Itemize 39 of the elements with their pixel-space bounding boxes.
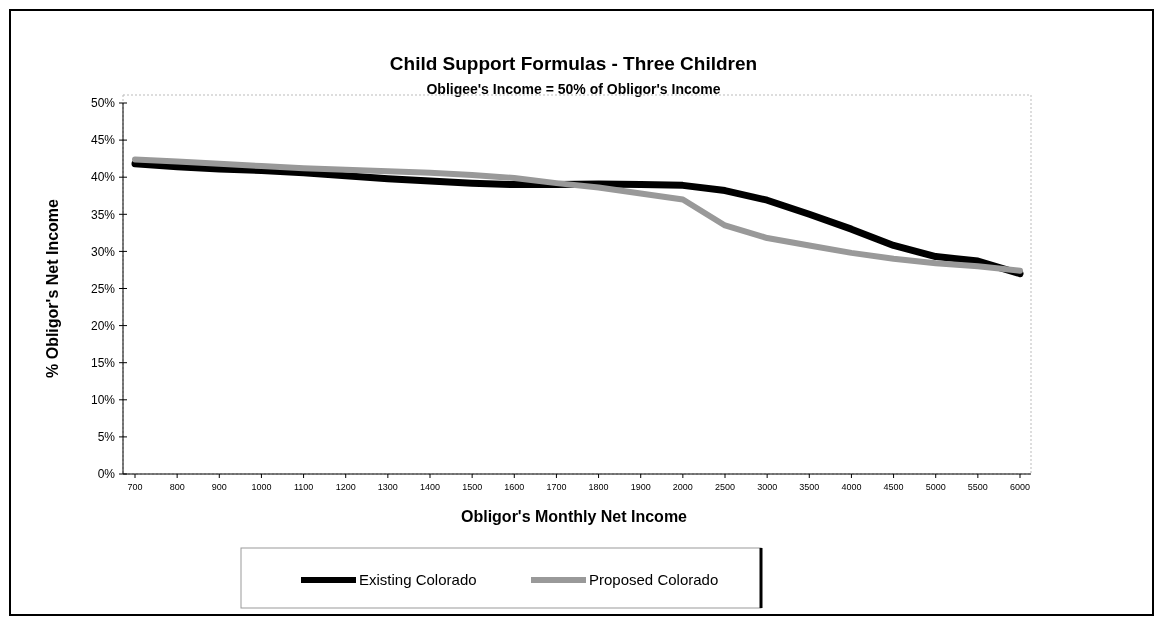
x-tick-label: 1800 — [588, 482, 609, 492]
y-axis-title: % Obligor's Net Income — [44, 198, 61, 378]
x-tick-label: 1100 — [293, 482, 314, 492]
x-tick-label: 1000 — [251, 482, 272, 492]
y-tick-label: 30% — [90, 244, 116, 259]
x-tick-label: 4000 — [841, 482, 862, 492]
x-tick-label: 5000 — [925, 482, 946, 492]
x-tick-label: 2000 — [672, 482, 693, 492]
x-tick-label: 1500 — [462, 482, 483, 492]
y-tick-label: 35% — [90, 207, 116, 222]
legend-label: Proposed Colorado — [589, 571, 719, 589]
x-tick-label: 6000 — [1009, 482, 1031, 492]
x-tick-label: 3000 — [757, 482, 778, 492]
x-tick-label: 4500 — [883, 482, 904, 492]
chart-subtitle: Obligee's Income = 50% of Obligor's Income — [426, 81, 721, 97]
chart-title: Child Support Formulas - Three Children — [389, 53, 758, 74]
x-tick-label: 5500 — [967, 482, 988, 492]
y-tick-label: 5% — [97, 430, 116, 445]
y-tick-label: 50% — [90, 96, 116, 111]
x-tick-label: 2500 — [714, 482, 736, 492]
y-tick-label: 15% — [90, 355, 116, 370]
x-tick-label: 700 — [127, 482, 143, 492]
x-tick-label: 3500 — [799, 482, 820, 492]
x-tick-label: 900 — [211, 482, 227, 492]
y-tick-label: 25% — [90, 281, 116, 296]
x-axis-title: Obligor's Monthly Net Income — [460, 508, 688, 525]
x-tick-label: 1400 — [419, 482, 441, 492]
x-tick-label: 1700 — [546, 482, 567, 492]
y-tick-label: 40% — [90, 170, 116, 185]
y-tick-label: 10% — [90, 393, 116, 407]
legend-label: Existing Colorado — [359, 571, 477, 589]
x-tick-label: 800 — [169, 482, 185, 492]
x-tick-label: 1300 — [377, 482, 398, 492]
x-tick-label: 1200 — [335, 482, 356, 492]
x-tick-label: 1900 — [630, 482, 651, 492]
y-tick-label: 0% — [97, 467, 116, 482]
y-tick-label: 45% — [90, 133, 116, 148]
x-tick-label: 1600 — [504, 482, 525, 492]
y-tick-label: 20% — [90, 318, 116, 333]
